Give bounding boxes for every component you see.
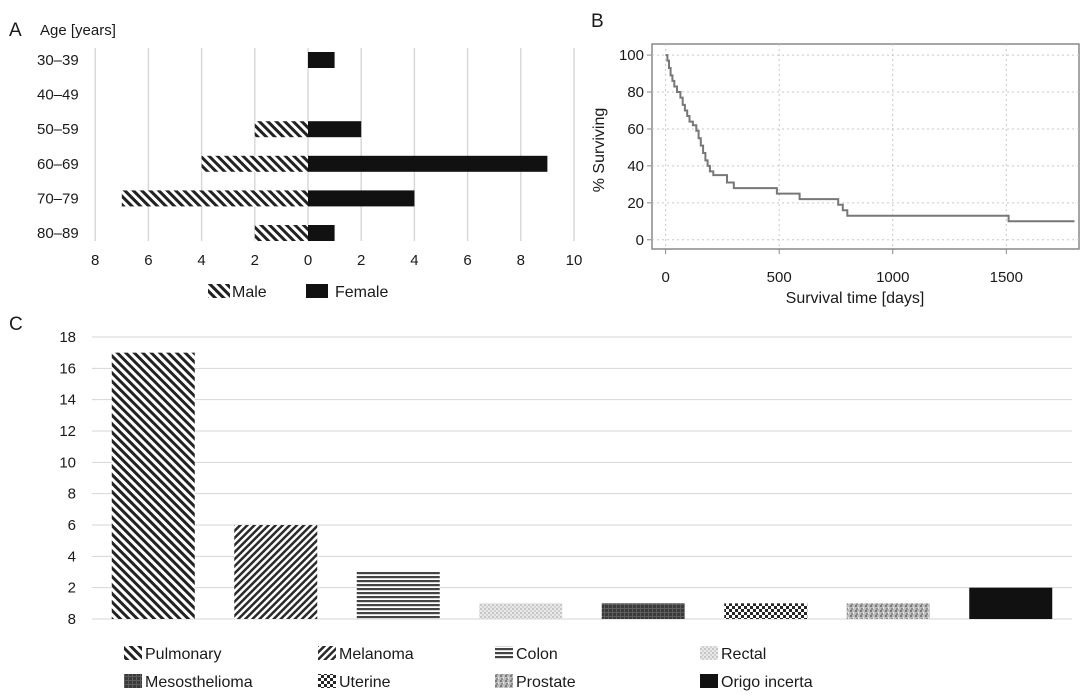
panel-a-letter: A (9, 20, 22, 41)
legend-swatch-origo-incerta (700, 674, 718, 688)
panel-a-x-tick: 2 (357, 252, 365, 269)
legend-label-pulmonary: Pulmonary (145, 646, 221, 663)
panel-a-bars (121, 52, 548, 241)
panel-a-x-tick-labels: 8 6 4 2 0 2 4 6 8 10 (91, 252, 582, 269)
bar-melanoma (234, 525, 318, 619)
panel-c-letter: C (9, 314, 23, 335)
bar-female-80-89 (308, 225, 335, 241)
panel-b-plot-frame (651, 43, 1080, 250)
panel-a-x-tick: 6 (144, 252, 152, 269)
panel-a-x-tick: 10 (566, 252, 583, 269)
panel-a-x-tick: 4 (197, 252, 205, 269)
bar-female-50-59 (308, 121, 362, 138)
panel-c-y-tick: 12 (59, 423, 76, 440)
panel-b-y-tick: 0 (636, 232, 644, 249)
panel-b-y-tick-labels: 0 20 40 60 80 100 (619, 47, 644, 249)
panel-b-x-tick: 1000 (876, 269, 909, 286)
panel-b-x-tick: 0 (661, 269, 669, 286)
panel-c-y-tick: 14 (59, 392, 76, 409)
bar-female-30-39 (308, 52, 335, 68)
panel-b-letter: B (591, 11, 604, 32)
panel-b-y-tick: 20 (627, 195, 644, 212)
bar-rectal (479, 603, 563, 619)
bar-prostate (846, 603, 930, 619)
legend-swatch-prostate (495, 674, 513, 688)
bar-male-80-89 (254, 225, 308, 241)
panel-c: C 8 2 4 6 8 10 12 14 16 18 Pulmonary Melanoma Colon… (9, 314, 1072, 691)
legend-swatch-mesosthelioma (124, 674, 142, 688)
panel-a-x-tick: 8 (91, 252, 99, 269)
panel-a-age-labels: 30–39 40–49 50–59 60–69 70–79 80–89 (37, 52, 79, 242)
legend-label-prostate: Prostate (516, 674, 576, 691)
legend-label-origo-incerta: Origo incerta (721, 674, 813, 691)
legend-label-colon: Colon (516, 646, 558, 663)
panel-a-age-label: 30–39 (37, 52, 79, 69)
panel-b-y-axis-title: % Surviving (591, 108, 608, 192)
legend-label-melanoma: Melanoma (339, 646, 414, 663)
legend-swatch-uterine (318, 674, 336, 688)
panel-a-age-label: 80–89 (37, 225, 79, 242)
panel-c-legend: Pulmonary Melanoma Colon Rectal Mesostheliom… (124, 646, 813, 691)
panel-c-y-tick: 4 (68, 548, 76, 565)
panel-b-gridlines (647, 44, 1079, 254)
panel-a-age-label: 70–79 (37, 190, 79, 207)
bar-female-60-69 (308, 155, 548, 172)
panel-b-y-tick: 60 (627, 121, 644, 138)
bar-male-60-69 (201, 155, 308, 172)
panel-a: A Age [years] 30–39 40–49 50–59 60–69 70–79 8… (9, 20, 582, 301)
panel-a-x-tick: 4 (410, 252, 418, 269)
panel-b-x-tick: 1500 (990, 269, 1023, 286)
bar-origo-incerta (969, 587, 1053, 619)
legend-swatch-melanoma (318, 646, 336, 660)
legend-label-uterine: Uterine (339, 674, 391, 691)
panel-a-x-tick: 8 (517, 252, 525, 269)
bar-female-70-79 (308, 190, 415, 207)
legend-swatch-colon (495, 646, 513, 660)
panel-b-x-tick: 500 (767, 269, 792, 286)
panel-a-age-label: 50–59 (37, 121, 79, 138)
legend-female-label: Female (335, 284, 388, 301)
panel-c-y-tick: 6 (68, 517, 76, 534)
panel-c-y-tick: 10 (59, 454, 76, 471)
panel-a-legend: Male Female (208, 284, 388, 301)
legend-swatch-pulmonary (124, 646, 142, 660)
legend-female-swatch (306, 284, 328, 298)
panel-a-x-tick: 2 (251, 252, 259, 269)
panel-b-y-tick: 80 (627, 84, 644, 101)
panel-a-x-tick: 0 (304, 252, 312, 269)
legend-label-mesosthelioma: Mesosthelioma (145, 674, 253, 691)
panel-b-x-axis-title: Survival time [days] (786, 290, 925, 307)
legend-swatch-rectal (700, 646, 718, 660)
bar-mesosthelioma (601, 603, 685, 619)
survival-curve (665, 54, 1075, 223)
bar-colon (356, 572, 440, 619)
panel-a-age-label: 60–69 (37, 156, 79, 173)
bar-pulmonary (111, 352, 195, 619)
panel-b-x-tick-labels: 0 500 1000 1500 (661, 269, 1023, 286)
panel-c-y-tick: 2 (68, 580, 76, 597)
panel-a-age-label: 40–49 (37, 87, 79, 104)
panel-b-y-tick: 40 (627, 158, 644, 175)
bar-uterine (724, 603, 808, 619)
panel-c-y-tick: 18 (59, 329, 76, 346)
panel-b-y-tick: 100 (619, 47, 644, 64)
panel-a-category-title: Age [years] (40, 22, 116, 39)
panel-a-x-tick: 6 (463, 252, 471, 269)
panel-c-bars (111, 352, 1053, 619)
panel-c-y-tick: 8 (68, 611, 76, 628)
legend-male-label: Male (232, 284, 267, 301)
panel-c-y-tick-labels: 8 2 4 6 8 10 12 14 16 18 (59, 329, 76, 628)
panel-c-y-tick: 8 (68, 486, 76, 503)
panel-a-gridlines (94, 48, 575, 241)
legend-label-rectal: Rectal (721, 646, 766, 663)
panel-c-y-tick: 16 (59, 360, 76, 377)
bar-male-50-59 (254, 121, 308, 138)
legend-male-swatch (208, 284, 230, 298)
bar-male-70-79 (121, 190, 308, 207)
